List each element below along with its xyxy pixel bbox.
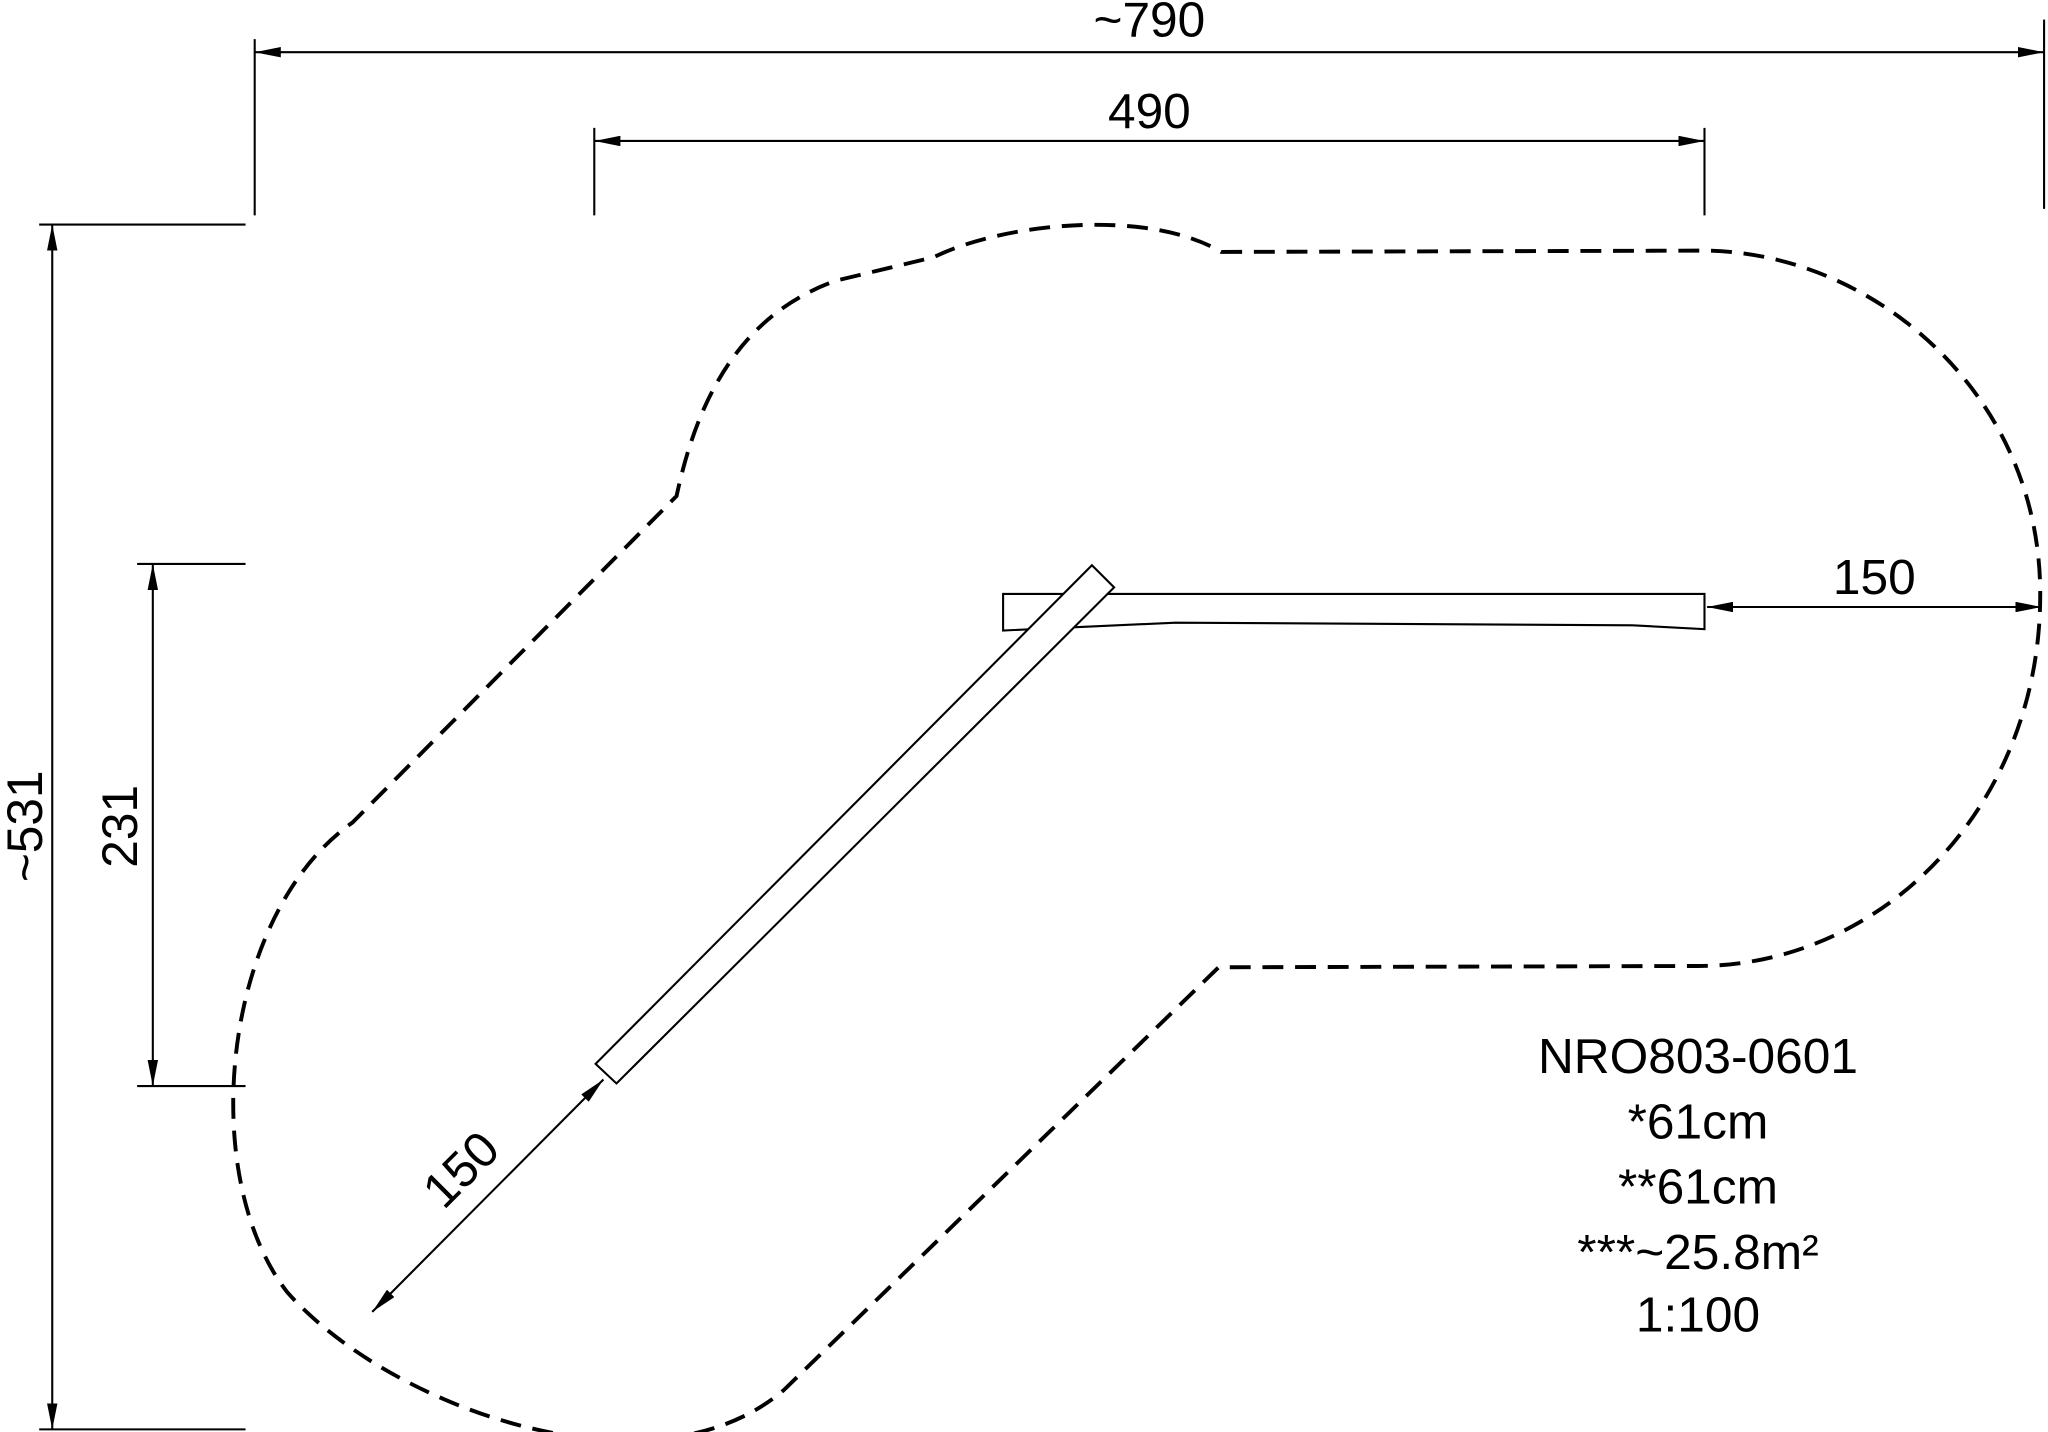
bench-straight xyxy=(1002,592,1706,632)
dimension-label: 150 xyxy=(1833,549,1916,605)
dimension-label: 231 xyxy=(92,785,148,868)
info-block: NRO803-0601 *61cm **61cm ***~25.8m² 1:10… xyxy=(1538,1028,1858,1342)
area-outline xyxy=(231,222,2043,1432)
dimension-label: ~790 xyxy=(1093,0,1205,48)
info-line: *61cm xyxy=(1628,1093,1769,1149)
dimension-label: ~531 xyxy=(0,770,53,882)
info-line: ***~25.8m² xyxy=(1577,1224,1818,1280)
info-line: 1:100 xyxy=(1636,1287,1760,1343)
info-line: NRO803-0601 xyxy=(1538,1028,1858,1084)
bench-diagonal xyxy=(594,563,1116,1085)
dimension-lines xyxy=(39,19,2046,1431)
dimension-label: 150 xyxy=(412,1120,510,1218)
dimension-label: 490 xyxy=(1108,83,1191,139)
info-line: **61cm xyxy=(1618,1159,1778,1215)
